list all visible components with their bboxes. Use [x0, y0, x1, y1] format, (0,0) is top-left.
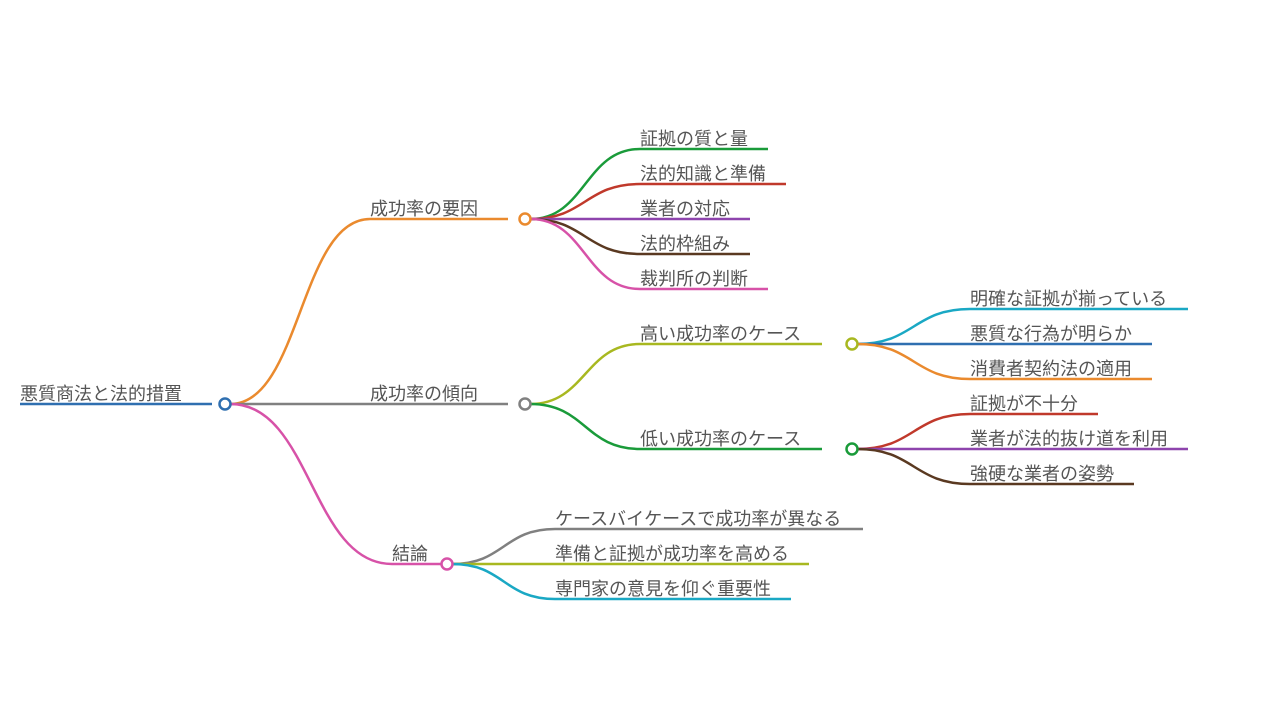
- root-node: [220, 399, 231, 410]
- branch-node-1: [520, 399, 531, 410]
- branch-1-edge-0: [531, 344, 641, 404]
- branch-1-1-label-0: 証拠が不十分: [970, 390, 1078, 416]
- root-label: 悪質商法と法的措置: [20, 380, 182, 406]
- branch-0-label-3: 法的枠組み: [640, 230, 730, 256]
- branch-1-1-edge-2: [858, 449, 971, 484]
- branch-1-0-label-0: 明確な証拠が揃っている: [970, 285, 1167, 311]
- branch-0-label-2: 業者の対応: [640, 195, 730, 221]
- branch-1-0-edge-2: [858, 344, 971, 379]
- branch-1-1-label-1: 業者が法的抜け道を利用: [970, 425, 1168, 451]
- branch-1-label-0: 高い成功率のケース: [640, 320, 801, 346]
- branch-1-0-label-2: 消費者契約法の適用: [970, 355, 1132, 381]
- branch-0-edge-3: [531, 219, 641, 254]
- branch-0-label-1: 法的知識と準備: [640, 160, 766, 186]
- branch-2-label-2: 専門家の意見を仰ぐ重要性: [555, 575, 771, 601]
- branch-2-edge-0: [453, 529, 556, 564]
- branch-2-label-0: ケースバイケースで成功率が異なる: [555, 505, 841, 531]
- branch-1-label-1: 低い成功率のケース: [640, 425, 801, 451]
- branch-1-node-1: [847, 444, 858, 455]
- branch-1-1-edge-0: [858, 414, 971, 449]
- branch-edge-0: [231, 219, 371, 404]
- branch-edge-2: [231, 404, 393, 564]
- branch-label-2: 結論: [392, 540, 428, 566]
- branch-label-0: 成功率の要因: [370, 195, 478, 221]
- branch-0-edge-1: [531, 184, 641, 219]
- branch-0-label-0: 証拠の質と量: [640, 125, 748, 151]
- branch-node-0: [520, 214, 531, 225]
- branch-1-1-label-2: 強硬な業者の姿勢: [970, 460, 1114, 486]
- branch-1-node-0: [847, 339, 858, 350]
- branch-label-1: 成功率の傾向: [370, 380, 478, 406]
- branch-1-0-edge-0: [858, 309, 971, 344]
- branch-node-2: [442, 559, 453, 570]
- branch-1-edge-1: [531, 404, 641, 449]
- branch-2-label-1: 準備と証拠が成功率を高める: [555, 540, 789, 566]
- branch-1-0-label-1: 悪質な行為が明らか: [970, 320, 1132, 346]
- branch-2-edge-2: [453, 564, 556, 599]
- branch-0-label-4: 裁判所の判断: [640, 265, 748, 291]
